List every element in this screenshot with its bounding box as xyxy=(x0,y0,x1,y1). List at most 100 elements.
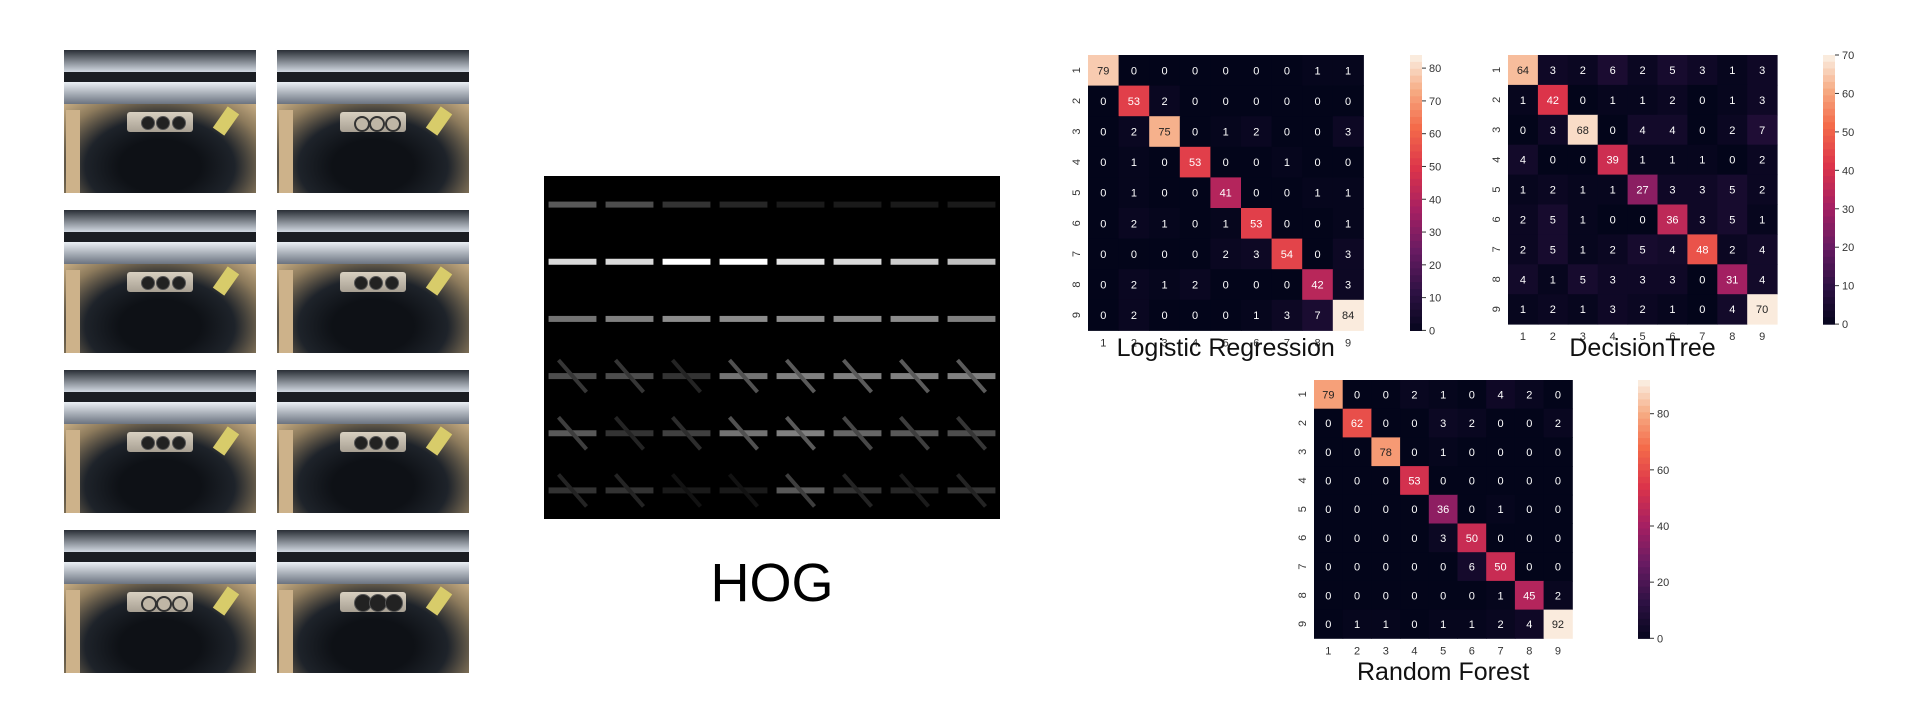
logistic-regression-cell-value: 0 xyxy=(1284,188,1290,200)
decision-tree-cell-value: 4 xyxy=(1520,274,1526,286)
decision-tree-colorbar-segment xyxy=(1823,62,1835,69)
decision-tree-cell-value: 1 xyxy=(1729,95,1735,107)
random-forest-cell-value: 0 xyxy=(1411,533,1417,545)
decision-tree-cell-value: 0 xyxy=(1729,155,1735,167)
logistic-regression-cell-value: 0 xyxy=(1161,310,1167,322)
random-forest-cell-value: 0 xyxy=(1497,533,1503,545)
decision-tree-cell-value: 3 xyxy=(1610,304,1616,316)
decision-tree-colorbar-segment xyxy=(1823,297,1835,304)
logistic-regression-cell-value: 1 xyxy=(1345,65,1351,77)
logistic-regression-colorbar-segment xyxy=(1410,151,1422,158)
decision-tree-y-tick: 1 xyxy=(1491,67,1503,73)
logistic-regression-cell-value: 2 xyxy=(1131,280,1137,292)
logistic-regression-y-tick: 7 xyxy=(1071,251,1083,257)
random-forest-colorbar-segment xyxy=(1638,541,1650,548)
decision-tree-cell-value: 4 xyxy=(1729,304,1735,316)
decision-tree-cell-value: 5 xyxy=(1580,274,1586,286)
logistic-regression-cell-value: 1 xyxy=(1223,127,1229,139)
logistic-regression-cell-value: 0 xyxy=(1314,218,1320,230)
random-forest-cell-value: 0 xyxy=(1325,504,1331,516)
random-forest-cell-value: 0 xyxy=(1526,504,1532,516)
decision-tree-cell-value: 2 xyxy=(1550,185,1556,197)
logistic-regression-colorbar-segment xyxy=(1410,165,1422,172)
logistic-regression-colorbar-segment xyxy=(1410,268,1422,275)
logistic-regression-cell-value: 0 xyxy=(1253,157,1259,169)
logistic-regression-colorbar-label: 20 xyxy=(1429,260,1441,272)
random-forest-colorbar-segment xyxy=(1638,464,1650,471)
logistic-regression-cell-value: 0 xyxy=(1253,188,1259,200)
logistic-regression-colorbar-segment xyxy=(1410,248,1422,255)
decision-tree-cell-value: 1 xyxy=(1580,214,1586,226)
random-forest-cell-value: 0 xyxy=(1325,619,1331,631)
decision-tree-cell-value: 2 xyxy=(1580,65,1586,77)
logistic-regression-colorbar-label: 0 xyxy=(1429,325,1435,337)
decision-tree-cell-value: 5 xyxy=(1639,244,1645,256)
random-forest-colorbar-segment xyxy=(1638,419,1650,426)
random-forest-colorbar-segment xyxy=(1638,509,1650,516)
random-forest-cell-value: 4 xyxy=(1526,619,1532,631)
logistic-regression-cell-value: 0 xyxy=(1314,96,1320,108)
logistic-regression-cell-value: 0 xyxy=(1192,96,1198,108)
decision-tree-cell-value: 2 xyxy=(1610,244,1616,256)
decision-tree-cell-value: 2 xyxy=(1729,244,1735,256)
logistic-regression-cell-value: 0 xyxy=(1192,188,1198,200)
random-forest-colorbar-segment xyxy=(1638,567,1650,574)
decision-tree-y-tick: 9 xyxy=(1491,306,1503,312)
logistic-regression-cell-value: 75 xyxy=(1158,127,1170,139)
logistic-regression-colorbar-segment xyxy=(1410,131,1422,138)
decision-tree-cell-value: 0 xyxy=(1699,274,1705,286)
decision-tree-cell-value: 3 xyxy=(1699,65,1705,77)
random-forest-x-tick: 4 xyxy=(1411,645,1417,657)
decision-tree-cell-value: 0 xyxy=(1699,304,1705,316)
decision-tree-colorbar-segment xyxy=(1823,109,1835,116)
decision-tree-colorbar-segment xyxy=(1823,102,1835,109)
decision-tree-cell-value: 0 xyxy=(1699,95,1705,107)
decision-tree-cell-value: 0 xyxy=(1610,125,1616,137)
decision-tree-cell-value: 3 xyxy=(1550,65,1556,77)
random-forest-colorbar-label: 20 xyxy=(1657,577,1669,589)
random-forest-cell-value: 79 xyxy=(1322,389,1334,401)
random-forest-cell-value: 0 xyxy=(1555,533,1561,545)
logistic-regression-y-tick: 5 xyxy=(1071,190,1083,196)
logistic-regression-cell-value: 0 xyxy=(1192,218,1198,230)
random-forest-colorbar-segment xyxy=(1638,561,1650,568)
decision-tree-colorbar-segment xyxy=(1823,277,1835,284)
logistic-regression-colorbar-segment xyxy=(1410,96,1422,103)
random-forest-cell-value: 0 xyxy=(1469,590,1475,602)
random-forest-cell-value: 2 xyxy=(1497,619,1503,631)
random-forest-cell-value: 0 xyxy=(1469,475,1475,487)
random-forest-cell-value: 0 xyxy=(1497,418,1503,430)
decision-tree-colorbar-segment xyxy=(1823,243,1835,250)
decision-tree-cell-value: 1 xyxy=(1580,244,1586,256)
logistic-regression-cell-value: 2 xyxy=(1192,280,1198,292)
logistic-regression-cell-value: 53 xyxy=(1250,218,1262,230)
logistic-regression-colorbar-label: 10 xyxy=(1429,293,1441,305)
random-forest-colorbar-label: 0 xyxy=(1657,633,1663,645)
random-forest-colorbar-label: 60 xyxy=(1657,465,1669,477)
random-forest-cell-value: 0 xyxy=(1526,533,1532,545)
random-forest-cell-value: 0 xyxy=(1411,504,1417,516)
decision-tree-cell-value: 2 xyxy=(1520,244,1526,256)
decision-tree-cell-value: 1 xyxy=(1759,214,1765,226)
logistic-regression-colorbar-segment xyxy=(1410,303,1422,310)
random-forest-cell-value: 2 xyxy=(1555,418,1561,430)
random-forest-cell-value: 0 xyxy=(1383,590,1389,602)
decision-tree-cell-value: 3 xyxy=(1759,65,1765,77)
logistic-regression-cell-value: 0 xyxy=(1223,310,1229,322)
decision-tree-colorbar-segment xyxy=(1823,169,1835,176)
random-forest-colorbar-segment xyxy=(1638,412,1650,419)
decision-tree-x-tick: 1 xyxy=(1520,331,1526,343)
decision-tree-cell-value: 48 xyxy=(1696,244,1708,256)
random-forest-x-tick: 5 xyxy=(1440,645,1446,657)
decision-tree-cell-value: 1 xyxy=(1520,304,1526,316)
logistic-regression-colorbar-segment xyxy=(1410,241,1422,248)
random-forest-x-tick: 7 xyxy=(1497,645,1503,657)
random-forest-colorbar-segment xyxy=(1638,554,1650,561)
decision-tree-colorbar-segment xyxy=(1823,183,1835,190)
logistic-regression-cell-value: 0 xyxy=(1314,157,1320,169)
random-forest-colorbar-segment xyxy=(1638,470,1650,477)
decision-tree-colorbar-segment xyxy=(1823,68,1835,75)
decision-tree-cell-value: 1 xyxy=(1729,65,1735,77)
logistic-regression-colorbar-segment xyxy=(1410,213,1422,220)
decision-tree-colorbar-segment xyxy=(1823,223,1835,230)
